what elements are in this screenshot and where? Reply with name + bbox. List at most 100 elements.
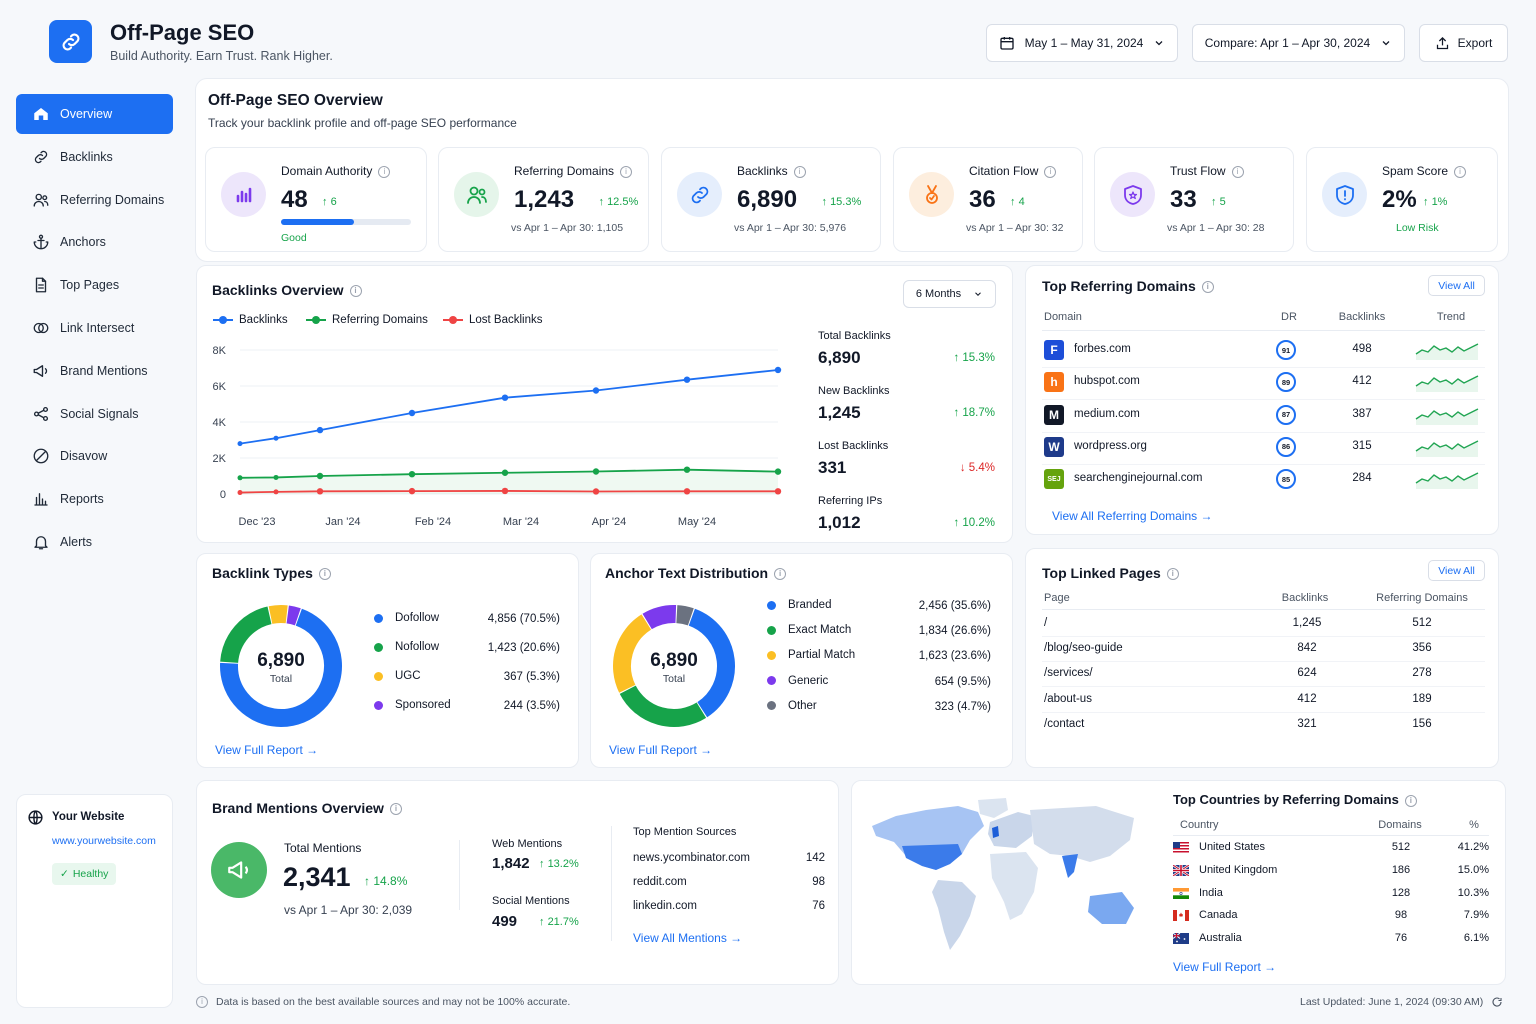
info-icon[interactable]: i: [620, 165, 633, 178]
info-icon[interactable]: i: [378, 165, 391, 178]
info-icon[interactable]: i: [1044, 165, 1057, 178]
country-name[interactable]: India: [1199, 886, 1223, 899]
sidebar-item-backlinks[interactable]: Backlinks: [16, 137, 173, 177]
donut-slice-exact-match[interactable]: [619, 685, 707, 727]
refresh-icon[interactable]: [1491, 996, 1503, 1008]
data-point-lost-backlinks[interactable]: [501, 487, 509, 495]
legend-row: Partial Match: [767, 649, 855, 661]
data-point-referring-domains[interactable]: [237, 475, 243, 481]
data-point-lost-backlinks[interactable]: [592, 488, 600, 495]
donut-slice-nofollow[interactable]: [220, 606, 272, 664]
share-icon: [33, 406, 49, 421]
data-point-backlinks[interactable]: [683, 376, 691, 383]
info-icon[interactable]: i: [1201, 281, 1214, 294]
sidebar-item-referring-domains[interactable]: Referring Domains: [16, 180, 173, 220]
info-icon[interactable]: i: [389, 803, 402, 816]
data-point-backlinks[interactable]: [237, 441, 243, 447]
country-name[interactable]: Canada: [1199, 909, 1238, 922]
info-icon[interactable]: i: [774, 568, 787, 581]
countries-full-report-link[interactable]: View Full Report →: [1173, 960, 1277, 974]
data-point-referring-domains[interactable]: [273, 474, 279, 480]
table-row[interactable]: SEJ searchenginejournal.com 85 284: [1042, 469, 1485, 493]
sidebar-item-link-intersect[interactable]: Link Intersect: [16, 308, 173, 348]
data-point-lost-backlinks[interactable]: [237, 490, 243, 496]
date-range-picker[interactable]: May 1 – May 31, 2024: [986, 24, 1178, 62]
page-path[interactable]: /about-us: [1044, 692, 1092, 705]
view-all-pages-button[interactable]: View All: [1428, 560, 1485, 581]
donut-slice-ugc[interactable]: [268, 605, 288, 624]
country-domains: 512: [1391, 841, 1411, 853]
info-icon[interactable]: i: [793, 165, 806, 178]
data-point-backlinks[interactable]: [408, 409, 416, 417]
data-point-lost-backlinks[interactable]: [683, 488, 691, 495]
backlink-types-full-report-link[interactable]: View Full Report →: [215, 743, 319, 757]
data-point-backlinks[interactable]: [316, 426, 324, 434]
donut-slice-generic[interactable]: [642, 605, 677, 630]
page-path[interactable]: /: [1044, 617, 1048, 629]
mention-source-name[interactable]: reddit.com: [633, 876, 687, 888]
sidebar-item-reports[interactable]: Reports: [16, 479, 173, 519]
sidebar-item-top-pages[interactable]: Top Pages: [16, 265, 173, 305]
donut-slice-branded[interactable]: [688, 608, 735, 718]
sidebar-item-disavow[interactable]: Disavow: [16, 436, 173, 476]
legend-item-lost-backlinks[interactable]: Lost Backlinks: [443, 314, 543, 326]
info-icon[interactable]: i: [1231, 165, 1244, 178]
view-all-mentions-link[interactable]: View All Mentions →: [633, 931, 743, 945]
info-icon[interactable]: i: [349, 285, 362, 298]
legend-item-backlinks[interactable]: Backlinks: [213, 314, 288, 326]
data-point-lost-backlinks[interactable]: [273, 489, 279, 495]
data-point-referring-domains[interactable]: [408, 471, 416, 478]
donut-slice-dofollow[interactable]: [220, 608, 342, 727]
data-point-lost-backlinks[interactable]: [408, 487, 416, 495]
donut-slice-other[interactable]: [676, 605, 694, 626]
view-all-domains-button[interactable]: View All: [1428, 275, 1485, 296]
data-point-lost-backlinks[interactable]: [316, 488, 324, 495]
info-icon[interactable]: i: [1166, 568, 1179, 581]
page-path[interactable]: /blog/seo-guide: [1044, 642, 1123, 655]
domain-name[interactable]: hubspot.com: [1074, 375, 1140, 388]
mention-source-name[interactable]: linkedin.com: [633, 900, 697, 912]
legend-item-referring-domains[interactable]: Referring Domains: [306, 314, 428, 326]
data-point-backlinks[interactable]: [273, 435, 279, 441]
mention-source-name[interactable]: news.ycombinator.com: [633, 852, 750, 864]
data-point-referring-domains[interactable]: [683, 466, 691, 473]
sidebar-item-overview[interactable]: Overview: [16, 94, 173, 134]
overview-subtitle: Track your backlink profile and off-page…: [208, 116, 517, 130]
compare-range-picker[interactable]: Compare: Apr 1 – Apr 30, 2024: [1192, 24, 1405, 62]
country-name[interactable]: United Kingdom: [1199, 863, 1278, 876]
domain-name[interactable]: forbes.com: [1074, 343, 1131, 355]
sidebar-item-brand-mentions[interactable]: Brand Mentions: [16, 351, 173, 391]
sidebar-item-alerts[interactable]: Alerts: [16, 522, 173, 562]
period-select[interactable]: 6 Months: [903, 280, 996, 308]
info-icon[interactable]: i: [318, 568, 331, 581]
country-name[interactable]: United States: [1199, 841, 1266, 853]
page-path[interactable]: /contact: [1044, 717, 1085, 730]
info-icon[interactable]: i: [1404, 794, 1417, 807]
donut-slice-sponsored[interactable]: [286, 605, 301, 626]
sidebar-item-social-signals[interactable]: Social Signals: [16, 394, 173, 434]
export-button[interactable]: Export: [1419, 24, 1508, 62]
data-point-backlinks[interactable]: [592, 387, 600, 394]
domain-name[interactable]: medium.com: [1074, 407, 1140, 420]
domain-name[interactable]: searchenginejournal.com: [1074, 472, 1203, 485]
page-path[interactable]: /services/: [1044, 667, 1093, 680]
table-row[interactable]: h hubspot.com 89 412: [1042, 372, 1485, 401]
anchor-text-full-report-link[interactable]: View Full Report →: [609, 743, 713, 757]
data-point-referring-domains[interactable]: [774, 468, 782, 475]
data-point-lost-backlinks[interactable]: [774, 488, 782, 495]
domain-name[interactable]: wordpress.org: [1074, 439, 1147, 452]
sidebar-item-anchors[interactable]: Anchors: [16, 222, 173, 262]
website-url[interactable]: www.yourwebsite.com: [52, 835, 156, 847]
donut-slice-partial-match[interactable]: [613, 614, 652, 693]
data-point-referring-domains[interactable]: [501, 469, 509, 476]
country-name[interactable]: Australia: [1199, 932, 1242, 945]
info-icon[interactable]: i: [1454, 165, 1467, 178]
view-all-referring-domains-link[interactable]: View All Referring Domains →: [1052, 509, 1213, 523]
data-point-referring-domains[interactable]: [316, 472, 324, 480]
data-point-backlinks[interactable]: [501, 394, 509, 401]
data-point-backlinks[interactable]: [774, 366, 782, 374]
data-point-referring-domains[interactable]: [592, 468, 600, 475]
